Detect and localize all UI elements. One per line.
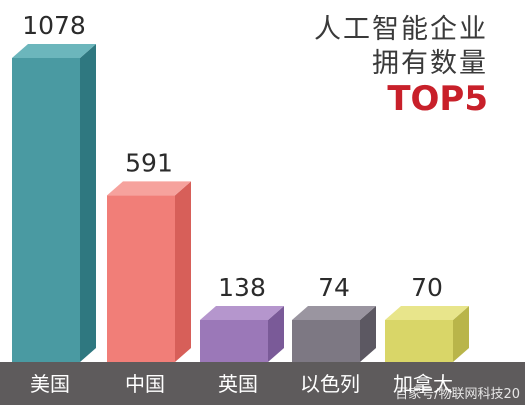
- bar-top-face: [200, 306, 284, 320]
- bar-3: [292, 306, 376, 362]
- bar-top-face: [292, 306, 376, 320]
- bar-1: [107, 181, 191, 362]
- bar-0: [12, 44, 96, 362]
- bar-top-face: [385, 306, 469, 320]
- bar-top-face: [107, 181, 191, 196]
- bar-front-face: [107, 195, 175, 362]
- bar-side-face: [453, 306, 469, 362]
- category-label: 以色列: [300, 372, 360, 396]
- bar-top-face: [12, 44, 96, 58]
- bar-side-face: [360, 306, 376, 362]
- value-label: 70: [411, 273, 443, 302]
- value-label-group: 1078 591 138 74 70: [22, 11, 443, 302]
- value-label: 1078: [22, 11, 86, 40]
- bar-front-face: [200, 320, 268, 362]
- value-label: 74: [318, 273, 350, 302]
- category-label: 美国: [30, 372, 70, 396]
- bar-front-face: [385, 320, 453, 362]
- bar-group: [12, 44, 469, 362]
- bar-4: [385, 306, 469, 362]
- category-label: 英国: [218, 372, 258, 396]
- watermark-text: 百家号/物联网科技20: [395, 386, 520, 402]
- chart-title-top5: TOP5: [387, 79, 488, 119]
- bar-front-face: [292, 320, 360, 362]
- chart-title-line-2: 拥有数量: [372, 48, 488, 79]
- bar-front-face: [12, 58, 80, 362]
- bar-side-face: [268, 306, 284, 362]
- bar-side-face: [80, 44, 96, 362]
- chart-title: 人工智能企业 拥有数量 TOP5: [314, 14, 488, 119]
- value-label: 138: [218, 273, 266, 302]
- value-label: 591: [125, 148, 173, 177]
- chart-title-line-1: 人工智能企业: [314, 14, 488, 45]
- category-label: 中国: [125, 372, 165, 396]
- bar-2: [200, 306, 284, 362]
- category-label-group: 美国 中国 英国 以色列 加拿大: [30, 372, 453, 396]
- bar-side-face: [175, 181, 191, 362]
- category-band: [0, 362, 525, 405]
- category-label: 加拿大: [393, 372, 453, 396]
